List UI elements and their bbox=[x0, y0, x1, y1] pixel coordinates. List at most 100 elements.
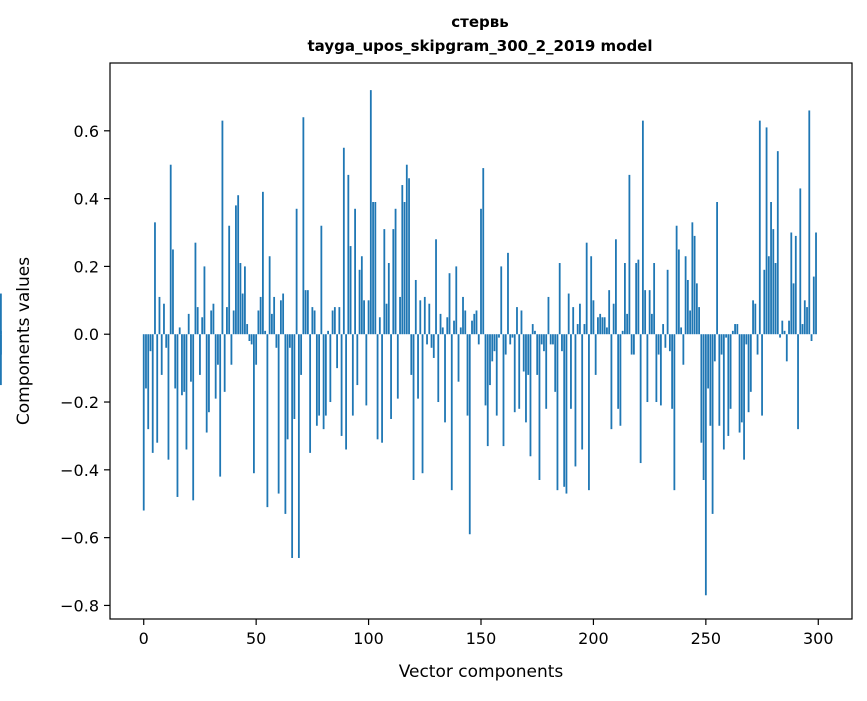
bar-191 bbox=[572, 307, 575, 335]
bar-61 bbox=[279, 300, 282, 335]
bar-180 bbox=[547, 296, 550, 335]
bar-238 bbox=[677, 249, 680, 335]
bar-30 bbox=[210, 310, 213, 335]
y-tick-label: −0.8 bbox=[60, 596, 99, 615]
bar-231 bbox=[662, 324, 665, 335]
y-tick-label: 0.6 bbox=[74, 122, 99, 141]
bar-251 bbox=[707, 334, 709, 389]
bar-188 bbox=[565, 334, 568, 494]
bar-42 bbox=[237, 195, 240, 335]
bar-144 bbox=[466, 334, 469, 416]
bar-291 bbox=[797, 334, 799, 430]
bar-196 bbox=[583, 324, 586, 335]
bar-161 bbox=[504, 334, 507, 355]
bar-194 bbox=[579, 303, 581, 335]
bar-165 bbox=[513, 334, 516, 413]
bar-281 bbox=[774, 263, 777, 335]
bar-190 bbox=[570, 334, 572, 409]
bar-11 bbox=[167, 334, 170, 460]
bar-28 bbox=[205, 334, 208, 433]
bar-3 bbox=[149, 334, 152, 352]
bar-87 bbox=[338, 307, 341, 335]
bar-96 bbox=[358, 269, 361, 335]
bar-168 bbox=[520, 310, 523, 335]
bar-56 bbox=[268, 256, 271, 335]
bar-143 bbox=[464, 310, 467, 335]
bar-250 bbox=[704, 334, 707, 596]
bar-71 bbox=[302, 117, 305, 335]
bar-88 bbox=[340, 334, 343, 436]
bar-225 bbox=[648, 290, 651, 335]
y-tick-label: 0.0 bbox=[74, 325, 99, 344]
bar-136 bbox=[448, 273, 451, 335]
bar-54 bbox=[264, 330, 267, 335]
bar-206 bbox=[606, 327, 608, 335]
bar-122 bbox=[417, 334, 419, 399]
bar-126 bbox=[426, 334, 428, 345]
bar-211 bbox=[617, 334, 620, 409]
bar-217 bbox=[630, 334, 633, 355]
bar-53 bbox=[262, 191, 264, 335]
x-axis-ticks: 0 50 100 150 200 250 300 bbox=[139, 619, 834, 648]
bar-265 bbox=[738, 334, 741, 433]
bar-137 bbox=[450, 334, 453, 491]
y-tick-label: −0.6 bbox=[60, 529, 99, 548]
bar-152 bbox=[484, 334, 487, 406]
bar-228 bbox=[655, 334, 658, 403]
bar-163 bbox=[509, 334, 512, 345]
bar-7 bbox=[158, 296, 161, 335]
bar-133 bbox=[441, 327, 444, 335]
bar-102 bbox=[372, 202, 374, 335]
bar-167 bbox=[518, 334, 521, 409]
bar-296 bbox=[808, 110, 811, 335]
bar-267 bbox=[743, 334, 745, 460]
bar-174 bbox=[534, 330, 536, 335]
bar-204 bbox=[601, 317, 604, 335]
bar-226 bbox=[650, 313, 653, 335]
bar-241 bbox=[684, 256, 687, 335]
bar-4 bbox=[151, 334, 154, 453]
bar-12 bbox=[169, 164, 172, 335]
chart-title: стервь bbox=[451, 13, 508, 31]
bar-124 bbox=[421, 334, 424, 474]
bar-203 bbox=[599, 313, 602, 335]
bar-81 bbox=[324, 334, 327, 416]
bar-208 bbox=[610, 334, 613, 430]
bar-244 bbox=[691, 222, 694, 335]
bar-227 bbox=[653, 263, 656, 335]
bar-277 bbox=[765, 127, 768, 335]
bar-240 bbox=[682, 334, 685, 365]
y-axis-label: Components values bbox=[14, 257, 34, 425]
bar-8 bbox=[160, 334, 163, 375]
bar-59 bbox=[275, 334, 278, 348]
bar-294 bbox=[803, 300, 806, 335]
bar-116 bbox=[403, 202, 406, 335]
bar-46 bbox=[246, 324, 249, 335]
x-axis-label: Vector components bbox=[399, 662, 564, 682]
bar-10 bbox=[165, 334, 168, 348]
bar-164 bbox=[511, 334, 514, 338]
bar-47 bbox=[248, 334, 251, 341]
bar-15 bbox=[176, 334, 179, 497]
bar-107 bbox=[383, 229, 386, 335]
bar-131 bbox=[437, 334, 440, 403]
bar-198 bbox=[588, 334, 590, 491]
bar-93 bbox=[351, 334, 354, 416]
bar-259 bbox=[725, 334, 727, 338]
bar-189 bbox=[567, 293, 570, 335]
bar-293 bbox=[801, 324, 804, 335]
bar-25 bbox=[199, 334, 201, 375]
bar-209 bbox=[612, 303, 615, 335]
bar-9 bbox=[163, 303, 165, 335]
bar-113 bbox=[396, 334, 399, 399]
bar-157 bbox=[495, 334, 498, 416]
bar-127 bbox=[428, 303, 431, 335]
bar-264 bbox=[736, 324, 739, 335]
bar-110 bbox=[390, 334, 392, 419]
bar-237 bbox=[675, 225, 678, 335]
bar-74 bbox=[309, 334, 312, 453]
bar-246 bbox=[695, 283, 698, 335]
bar-132 bbox=[439, 313, 442, 335]
bar-79 bbox=[320, 225, 323, 335]
bar-141 bbox=[459, 327, 462, 335]
